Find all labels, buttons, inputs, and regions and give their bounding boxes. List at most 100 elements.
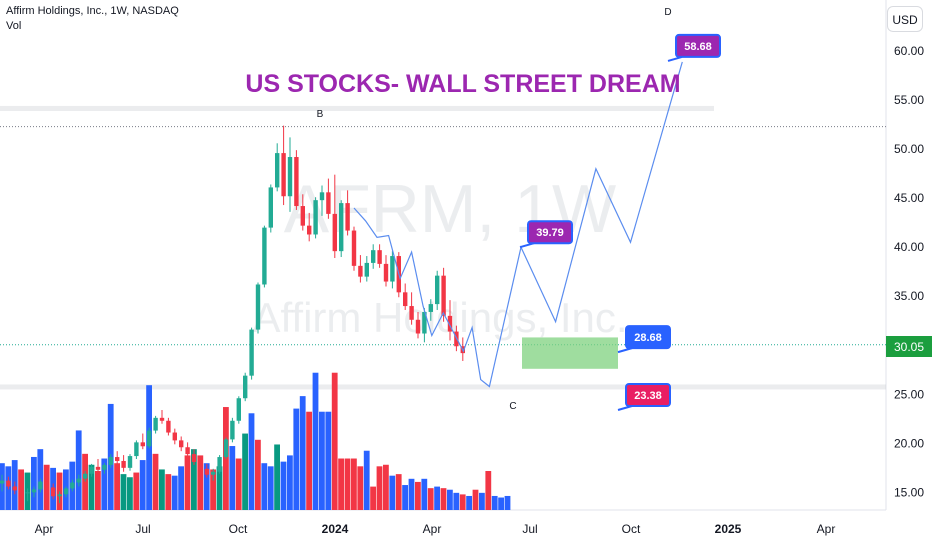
candle-body <box>268 187 273 228</box>
symbol-header[interactable]: Affirm Holdings, Inc., 1W, NASDAQ <box>6 5 179 17</box>
candle-body <box>281 153 286 197</box>
candle-body <box>249 329 254 376</box>
candle-body <box>147 430 152 447</box>
price-tag-box[interactable] <box>527 220 573 245</box>
volume-bar <box>344 458 351 510</box>
price-tag-label[interactable]: 58.68 <box>684 41 712 53</box>
volume-bar <box>370 486 376 510</box>
currency-button[interactable]: USD <box>887 6 923 32</box>
price-tag-label[interactable]: 28.68 <box>634 332 662 344</box>
volume-bar <box>267 466 274 510</box>
wave-label-b[interactable]: B <box>317 109 324 120</box>
volume-bar <box>248 413 255 510</box>
volume-bar <box>56 472 63 510</box>
target-zone[interactable] <box>522 337 618 369</box>
time-tick-label: Jul <box>135 522 150 536</box>
candle-body <box>63 488 69 495</box>
time-tick-label: 2025 <box>715 522 742 536</box>
volume-bar <box>504 495 511 510</box>
volume-bar <box>395 474 402 510</box>
candle-body <box>76 478 81 483</box>
volume-bar <box>498 497 504 510</box>
price-tag-box[interactable] <box>675 33 721 58</box>
volume-bar <box>31 456 37 510</box>
candle-body <box>332 213 337 252</box>
candle-body <box>83 473 88 479</box>
annotation-title[interactable]: US STOCKS- WALL STREET DREAM <box>245 70 680 98</box>
price-tick-label: 40.00 <box>894 240 924 254</box>
candle-body <box>115 457 120 461</box>
candle-body <box>262 227 267 285</box>
volume-bar <box>184 455 191 510</box>
time-tick-label: Oct <box>229 522 248 536</box>
candle-body <box>0 480 5 484</box>
volume-bar <box>319 411 325 510</box>
candle-body <box>371 250 376 263</box>
volume-legend[interactable]: Vol <box>6 20 22 32</box>
volume-bar <box>203 463 210 510</box>
volume-bar <box>280 461 287 510</box>
volume-bar <box>459 494 466 510</box>
volume-bar <box>299 396 306 510</box>
candle-body <box>172 432 177 441</box>
price-axis-area[interactable] <box>886 0 932 550</box>
volume-bar <box>274 444 280 510</box>
time-tick-label: 2024 <box>322 522 349 536</box>
volume-bar <box>383 464 389 510</box>
volume-bar <box>485 471 492 510</box>
volume-bar <box>447 489 453 510</box>
price-tag-label[interactable]: 23.38 <box>634 390 662 402</box>
wave-label-c[interactable]: C <box>509 401 516 412</box>
price-tag-box[interactable] <box>625 325 671 350</box>
candle-body <box>236 398 241 421</box>
candle-body <box>275 153 280 188</box>
price-tick-label: 50.00 <box>894 142 924 156</box>
volume-bar <box>133 472 140 510</box>
candle-body <box>217 457 222 472</box>
candle-body <box>223 439 229 458</box>
volume-bar <box>293 408 300 510</box>
price-tick-label: 20.00 <box>894 436 924 450</box>
candle-body <box>358 265 363 277</box>
candle-body <box>204 468 209 475</box>
candle-body <box>364 262 369 277</box>
candle-body <box>25 492 30 494</box>
candle-body <box>166 420 171 433</box>
projection-path[interactable] <box>353 61 683 388</box>
candle-body <box>70 482 75 489</box>
price-tick-label: 45.00 <box>894 191 924 205</box>
volume-bar <box>178 466 184 510</box>
volume-bar <box>479 492 485 510</box>
wave-label-d[interactable]: D <box>664 7 671 18</box>
candle-body <box>313 200 318 235</box>
current-price-tag <box>886 336 932 357</box>
volume-bar <box>331 372 338 510</box>
candle-body <box>287 157 293 197</box>
candle-body <box>6 480 11 487</box>
volume-bar <box>255 439 261 510</box>
candle-body <box>38 481 43 490</box>
price-tag-label[interactable]: 39.79 <box>536 227 564 239</box>
price-tags[interactable]: 58.68 39.79 28.68 23.38 <box>519 33 721 411</box>
volume-bar <box>127 477 133 510</box>
candle-body <box>153 417 158 431</box>
volume-bar <box>139 460 146 510</box>
volume-bar <box>472 489 479 510</box>
price-tag-box[interactable] <box>625 382 671 407</box>
candle-body <box>191 454 197 462</box>
price-tick-label: 35.00 <box>894 289 924 303</box>
volume-bar <box>261 463 268 510</box>
volume-bar <box>159 469 165 510</box>
volume-bar <box>210 469 216 510</box>
volume-bar <box>402 485 408 510</box>
volume-bar <box>440 488 447 510</box>
candle-body <box>403 292 408 307</box>
candle-body <box>307 225 312 235</box>
volume-bar <box>415 481 421 510</box>
candle-body <box>435 275 440 305</box>
candle-body <box>44 481 49 488</box>
candle-body <box>57 494 62 497</box>
candle-body <box>51 487 56 497</box>
